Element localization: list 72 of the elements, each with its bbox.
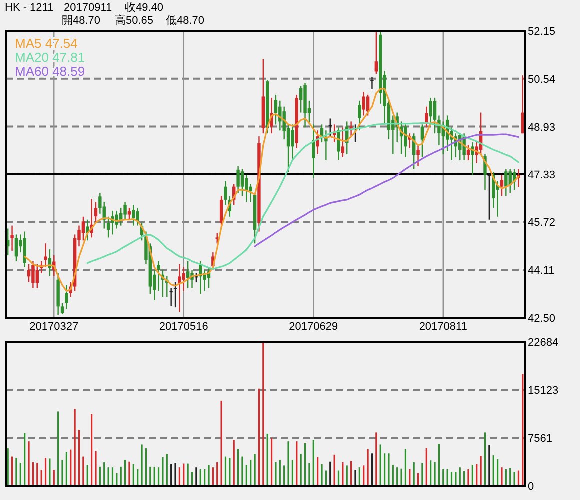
candlestick: [358, 100, 362, 132]
chart-subtitle: 20170911: [64, 2, 112, 14]
y-tick-label: 50.54: [528, 74, 556, 86]
y-tick-label: 15123: [528, 385, 559, 397]
candlestick: [484, 154, 487, 191]
y-tick-label: 42.50: [528, 313, 556, 325]
candlestick: [316, 130, 320, 156]
candlestick: [240, 168, 244, 197]
y-tick-label: 44.11: [528, 265, 555, 278]
candlestick: [299, 85, 303, 114]
candlestick: [362, 91, 366, 116]
candlestick: [274, 94, 278, 126]
candlestick: [466, 144, 470, 161]
candlestick: [82, 216, 86, 242]
candlestick: [420, 124, 424, 158]
candlestick: [404, 124, 408, 158]
candlestick: [337, 127, 340, 161]
candlestick: [341, 127, 345, 158]
candlestick: [438, 115, 441, 146]
candlestick: [132, 204, 136, 226]
candlestick: [10, 225, 14, 252]
candlestick: [236, 166, 240, 194]
text: 收49.40: [125, 2, 164, 14]
x-tick-label: 20170811: [419, 321, 468, 333]
chart-title: HK - 1211: [5, 2, 54, 14]
candlestick: [128, 207, 132, 220]
line-series: [24, 88, 520, 292]
candlestick: [14, 234, 18, 262]
candlestick: [157, 260, 160, 292]
candlestick: [366, 94, 370, 116]
candlestick: [429, 97, 432, 126]
y-tick-label: 48.93: [528, 122, 556, 134]
candlestick: [36, 264, 39, 289]
x-tick-label: 20170629: [289, 321, 338, 333]
candlestick: [44, 243, 48, 268]
candlestick: [186, 260, 190, 289]
candlestick: [178, 264, 182, 313]
candlestick: [136, 207, 140, 226]
x-tick-label: 20170327: [30, 321, 79, 333]
y-tick-label: 52.15: [528, 26, 556, 38]
x-tick-label: 20170516: [159, 321, 208, 333]
candlestick: [224, 180, 228, 206]
text: 高50.65: [115, 14, 154, 27]
candlestick: [27, 264, 31, 283]
text: 低48.70: [166, 15, 205, 27]
y-tick-label: 0: [528, 481, 534, 493]
candlestick: [488, 173, 492, 220]
candlestick: [65, 284, 68, 310]
candlestick: [245, 174, 248, 203]
candlestick: [370, 76, 374, 90]
y-tick-label: 7561: [528, 433, 552, 445]
candlestick: [374, 32, 378, 75]
candlestick: [433, 97, 437, 134]
candlestick: [106, 216, 110, 238]
candlestick: [32, 260, 35, 289]
text: MA5 47.54: [15, 36, 78, 51]
y-tick-label: 47.33: [528, 169, 556, 182]
candlestick: [94, 201, 98, 224]
candlestick: [124, 201, 127, 220]
candlestick: [416, 144, 420, 167]
candlestick: [174, 282, 178, 308]
text: 開48.70: [62, 15, 101, 27]
candlestick: [328, 118, 332, 138]
candlestick: [60, 302, 64, 316]
candlestick: [291, 124, 294, 161]
candlestick: [324, 130, 328, 161]
candlestick: [182, 266, 186, 292]
candlestick: [500, 174, 504, 197]
candlestick: [170, 288, 173, 307]
candlestick: [504, 168, 508, 197]
y-tick-label: 45.72: [528, 217, 556, 230]
y-tick-label: 22684: [528, 337, 559, 349]
